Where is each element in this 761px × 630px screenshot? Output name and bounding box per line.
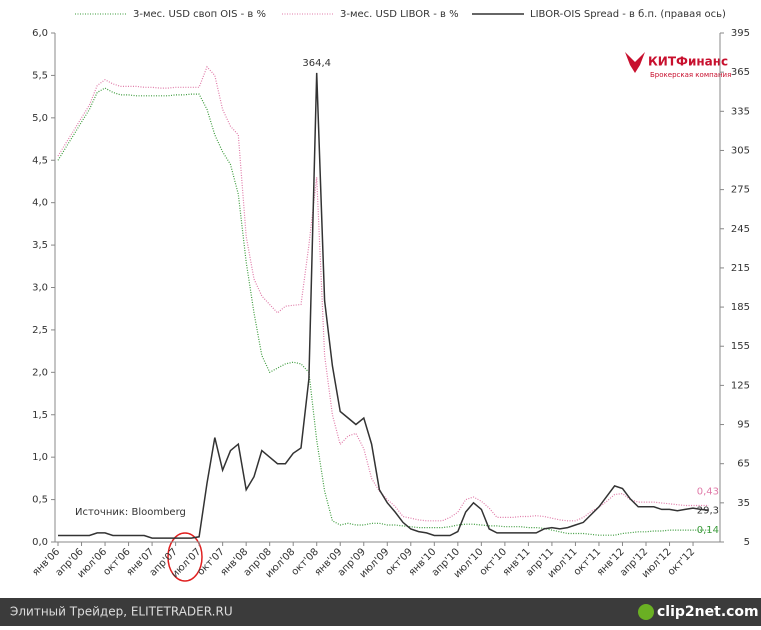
data-label: 0,43 [697,487,719,498]
legend-label: 3-мес. USD LIBOR - в % [340,9,459,20]
y2-tick-label: 215 [731,263,750,274]
y-tick-label: 5,5 [32,70,48,81]
data-label: 0,14 [697,525,719,536]
footer-brand[interactable]: clip2net.com [657,604,759,620]
footer-site: Элитный Трейдер, ELITETRADER.RU [10,605,233,619]
y2-tick-label: 35 [737,498,750,509]
y-tick-label: 5,0 [32,113,48,124]
y2-tick-label: 335 [731,106,750,117]
y-tick-label: 3,0 [32,283,48,294]
legend-label: LIBOR-OIS Spread - в б.п. (правая ось) [530,9,726,20]
logo-tagline: Брокерская компания [650,71,731,79]
y-tick-label: 6,0 [32,28,48,39]
series-line [57,87,709,536]
y-tick-label: 4,5 [32,155,48,166]
y2-tick-label: 395 [731,28,750,39]
series-line [57,65,709,522]
y-tick-label: 0,5 [32,495,48,506]
logo-name: КИТФинанс [648,55,728,69]
y2-tick-label: 245 [731,224,750,235]
legend-label: 3-мес. USD своп OIS - в % [133,9,266,20]
y2-tick-label: 5 [744,537,750,548]
y2-tick-label: 125 [731,380,750,391]
y2-tick-label: 65 [737,459,750,470]
y-tick-label: 0,0 [32,537,48,548]
y2-tick-label: 365 [731,67,750,78]
y-tick-label: 2,0 [32,367,48,378]
brand-icon [638,604,654,620]
y2-tick-label: 95 [737,420,750,431]
y2-tick-label: 185 [731,302,750,313]
logo-icon [625,52,645,73]
highlight-circle [167,532,203,582]
y-tick-label: 4,0 [32,198,48,209]
data-label: 29,3 [697,505,719,516]
y-tick-label: 1,0 [32,452,48,463]
y-tick-label: 2,5 [32,325,48,336]
y-tick-label: 3,5 [32,240,48,251]
y2-tick-label: 275 [731,185,750,196]
annotation: Источник: Bloomberg [75,507,186,518]
data-label: 364,4 [302,58,331,69]
footer-bar [0,598,761,626]
y-tick-label: 1,5 [32,410,48,421]
y2-tick-label: 305 [731,145,750,156]
series-line [58,72,709,539]
y2-tick-label: 155 [731,341,750,352]
